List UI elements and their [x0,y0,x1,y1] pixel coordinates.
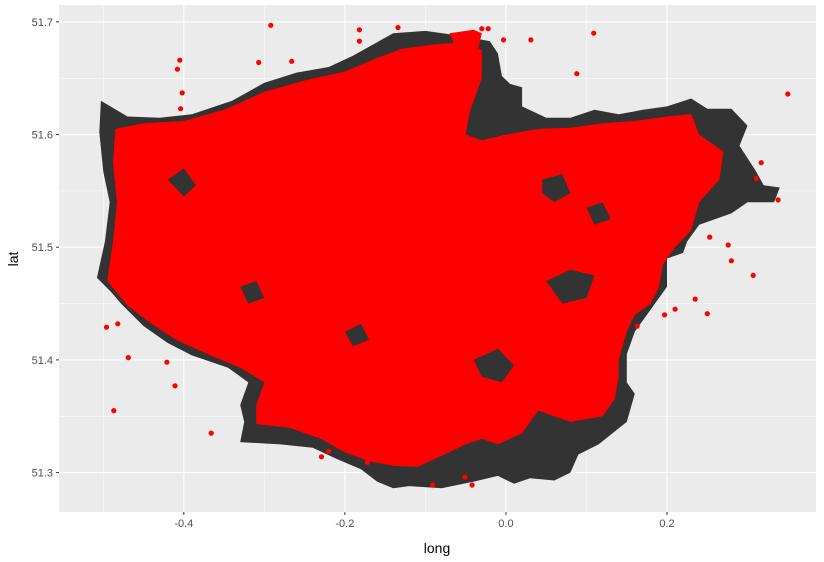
data-point [750,272,756,278]
dense-points-polygon [107,42,724,467]
x-tick-label: 0.0 [498,518,513,530]
data-point [318,454,325,460]
data-point [753,175,760,182]
data-point [125,355,131,361]
data-point [758,160,764,166]
x-tick-label: -0.2 [335,518,354,530]
data-point [289,58,295,64]
data-point [469,482,475,488]
data-point [356,27,362,33]
data-point [208,430,214,436]
boundary-hole-polygon [167,168,196,197]
data-point [775,197,781,203]
boundary-hole-polygon [542,174,571,203]
data-point [479,26,485,32]
y-tick-label: 51.7 [32,17,53,29]
dense-points-polygon [449,29,482,53]
data-point [591,30,597,36]
data-point [172,383,178,389]
data-point [395,24,401,31]
data-point [528,37,534,43]
y-tick-label: 51.4 [32,355,53,367]
boundary-hole-polygon [586,202,611,225]
data-point [500,37,507,43]
data-point [356,38,362,44]
data-point [305,418,311,424]
data-points [103,22,791,488]
data-point [574,71,580,77]
data-point [268,22,274,28]
data-point [725,242,731,248]
data-point [364,459,370,465]
data-point [704,311,710,317]
data-point [634,323,640,329]
y-axis-title: lat [5,252,21,267]
data-point [462,474,468,480]
data-point [672,306,678,312]
data-point [728,258,735,264]
boundary-hole-polygon [240,281,265,304]
y-tick-label: 51.5 [32,242,53,254]
data-point [707,234,713,240]
y-tick-label: 51.3 [32,468,53,480]
data-point [485,26,491,32]
data-point [614,334,620,340]
data-point [692,296,698,302]
data-point [178,106,184,112]
x-axis-ticks: -0.4 -0.2 0.0 0.2 [174,512,675,530]
data-point [256,59,262,66]
y-axis-ticks: 51.3 51.4 51.5 51.6 51.7 [32,17,59,480]
data-point [326,448,332,454]
data-point [115,321,121,327]
data-point [785,91,791,97]
y-tick-label: 51.6 [32,130,53,142]
boundary-hole-polygon [473,348,514,383]
x-axis-title: long [424,540,450,556]
data-point [111,408,117,414]
data-point [174,66,180,72]
boundary-hole-polygon [546,269,595,304]
x-tick-label: -0.4 [174,518,193,530]
data-point [662,312,668,318]
data-point [600,342,606,348]
data-point [164,359,170,365]
data-point [177,57,183,63]
boundary-polygons [96,29,780,489]
data-point [292,402,298,408]
boundary-hole-polygon [344,323,369,347]
data-point [103,324,110,330]
x-tick-label: 0.2 [659,518,674,530]
data-point [179,90,185,96]
data-point [430,482,436,488]
